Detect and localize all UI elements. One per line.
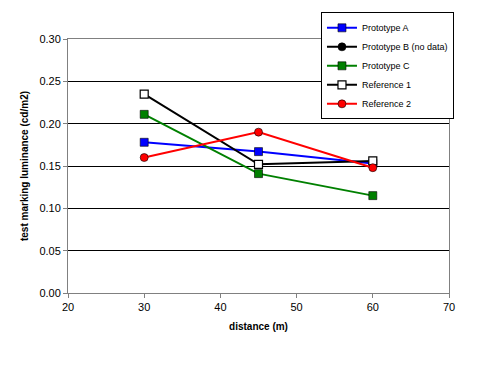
svg-text:0.05: 0.05 (39, 245, 60, 257)
svg-text:0.10: 0.10 (39, 202, 60, 214)
svg-text:Prototype B (no data): Prototype B (no data) (362, 42, 448, 52)
svg-text:70: 70 (443, 301, 455, 313)
svg-text:Reference 2: Reference 2 (362, 99, 411, 109)
svg-text:50: 50 (290, 301, 302, 313)
svg-text:0.00: 0.00 (39, 287, 60, 299)
svg-text:0.15: 0.15 (39, 160, 60, 172)
svg-text:Reference 1: Reference 1 (362, 80, 411, 90)
svg-text:Prototype C: Prototype C (362, 61, 410, 71)
svg-text:30: 30 (138, 301, 150, 313)
svg-text:0.25: 0.25 (39, 75, 60, 87)
svg-text:0.30: 0.30 (39, 33, 60, 45)
svg-text:test marking luminance (cd/m2): test marking luminance (cd/m2) (19, 91, 30, 241)
svg-text:0.20: 0.20 (39, 118, 60, 130)
svg-text:40: 40 (214, 301, 226, 313)
svg-text:60: 60 (367, 301, 379, 313)
svg-text:Prototype A: Prototype A (362, 23, 409, 33)
svg-text:20: 20 (62, 301, 74, 313)
svg-text:distance (m): distance (m) (229, 321, 288, 332)
